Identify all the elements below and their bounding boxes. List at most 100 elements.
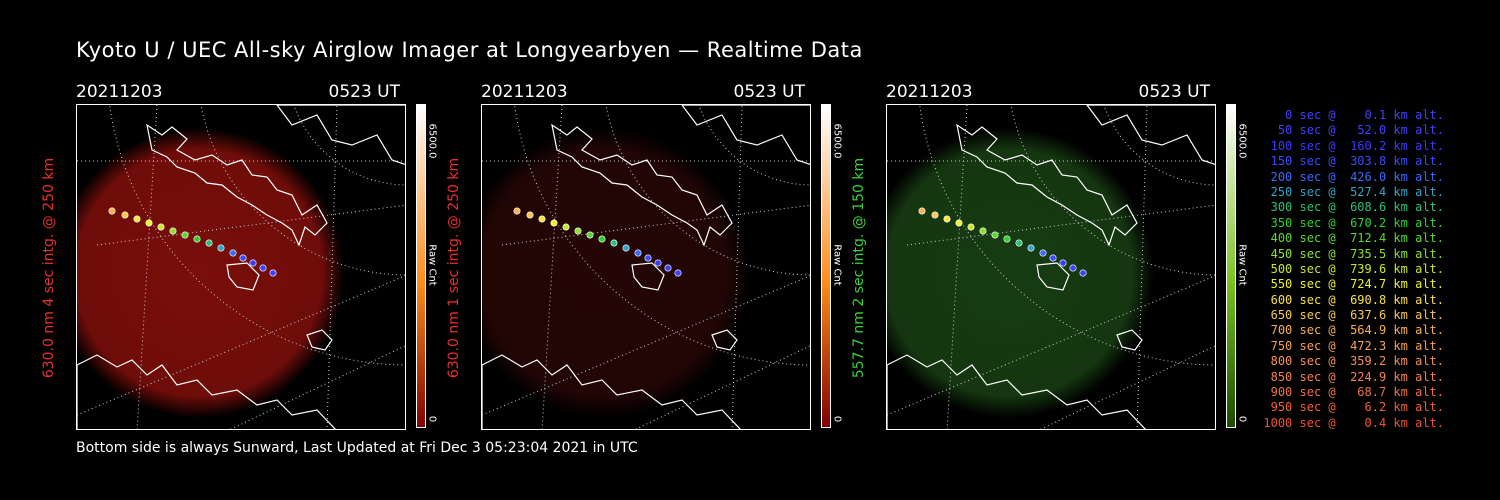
- coastlines: [887, 105, 1215, 429]
- trajectory-point: [121, 211, 129, 219]
- colorbar-max-label: 6500.0: [831, 123, 843, 159]
- legend-entry: 950 sec @ 6.2 km alt.: [1263, 400, 1444, 415]
- colorbar-unit: Raw Cnt: [426, 230, 438, 300]
- imager-panel-557-2s: 20211203 0523 UT 557.7 nm 2 sec intg. @ …: [851, 82, 1266, 432]
- trajectory-point: [229, 249, 237, 257]
- trajectory-point: [967, 223, 975, 231]
- trajectory-point: [634, 249, 642, 257]
- map-canvas: [77, 105, 405, 429]
- trajectory-point: [550, 219, 558, 227]
- colorbar: [821, 104, 831, 428]
- page-title: Kyoto U / UEC All-sky Airglow Imager at …: [76, 38, 863, 62]
- trajectory-point: [931, 211, 939, 219]
- allsky-map: [76, 104, 406, 430]
- trajectory-point: [108, 207, 116, 215]
- trajectory-point: [674, 269, 682, 277]
- colorbar-unit: Raw Cnt: [831, 230, 843, 300]
- lat-lon-grid: [77, 105, 405, 429]
- panel-date: 20211203: [886, 82, 973, 102]
- allsky-map: [481, 104, 811, 430]
- legend-entry: 150 sec @ 303.8 km alt.: [1263, 154, 1444, 169]
- lat-lon-grid: [887, 105, 1215, 429]
- panel-date: 20211203: [481, 82, 568, 102]
- panel-time: 0523 UT: [328, 82, 401, 102]
- legend-entry: 900 sec @ 68.7 km alt.: [1263, 385, 1444, 400]
- trajectory-point: [1059, 259, 1067, 267]
- panel-date: 20211203: [76, 82, 163, 102]
- colorbar-unit: Raw Cnt: [1236, 230, 1248, 300]
- legend-entry: 300 sec @ 608.6 km alt.: [1263, 200, 1444, 215]
- colorbar-max-label: 6500.0: [1236, 123, 1248, 159]
- satellite-trajectory: [513, 207, 682, 277]
- trajectory-point: [586, 231, 594, 239]
- trajectory-point: [145, 219, 153, 227]
- legend-entry: 1000 sec @ 0.4 km alt.: [1263, 415, 1444, 430]
- legend-entry: 50 sec @ 52.0 km alt.: [1263, 123, 1444, 138]
- trajectory-point: [157, 223, 165, 231]
- trajectory-point: [654, 259, 662, 267]
- colorbar-max: 6500.0: [426, 106, 438, 176]
- panel-side-label-text: 557.7 nm 2 sec intg. @ 150 km: [851, 157, 867, 379]
- trajectory-point: [991, 231, 999, 239]
- trajectory-point: [598, 235, 606, 243]
- legend-entry: 350 sec @ 670.2 km alt.: [1263, 215, 1444, 230]
- trajectory-point: [1049, 254, 1057, 262]
- colorbar-min-label: 0: [1236, 415, 1248, 423]
- trajectory-point: [943, 215, 951, 223]
- colorbar: [1226, 104, 1236, 428]
- legend-entry: 850 sec @ 224.9 km alt.: [1263, 369, 1444, 384]
- trajectory-point: [1069, 264, 1077, 272]
- legend-entry: 400 sec @ 712.4 km alt.: [1263, 231, 1444, 246]
- trajectory-point: [1003, 235, 1011, 243]
- coastlines: [77, 105, 405, 429]
- colorbar-min-label: 0: [831, 415, 843, 423]
- satellite-trajectory: [108, 207, 277, 277]
- trajectory-point: [644, 254, 652, 262]
- legend-entry: 250 sec @ 527.4 km alt.: [1263, 184, 1444, 199]
- legend-entry: 0 sec @ 0.1 km alt.: [1263, 108, 1444, 122]
- trajectory-point: [1015, 239, 1023, 247]
- trajectory-point: [918, 207, 926, 215]
- trajectory-point: [181, 231, 189, 239]
- legend-entry: 600 sec @ 690.8 km alt.: [1263, 292, 1444, 307]
- trajectory-point: [133, 215, 141, 223]
- trajectory-point: [622, 244, 630, 252]
- trajectory-point: [979, 227, 987, 235]
- trajectory-point: [205, 239, 213, 247]
- trajectory-point: [259, 264, 267, 272]
- colorbar-min-label: 0: [426, 415, 438, 423]
- legend-entry: 650 sec @ 637.6 km alt.: [1263, 308, 1444, 323]
- colorbar-max: 6500.0: [1236, 106, 1248, 176]
- trajectory-point: [1079, 269, 1087, 277]
- colorbar-unit-label: Raw Cnt: [831, 244, 843, 286]
- trajectory-point: [955, 219, 963, 227]
- trajectory-point: [193, 235, 201, 243]
- legend-entry: 800 sec @ 359.2 km alt.: [1263, 354, 1444, 369]
- trajectory-point: [249, 259, 257, 267]
- allsky-map: [886, 104, 1216, 430]
- colorbar-min: 0: [831, 412, 843, 426]
- legend-entry: 500 sec @ 739.6 km alt.: [1263, 261, 1444, 276]
- panel-side-label: 557.7 nm 2 sec intg. @ 150 km: [850, 108, 868, 428]
- trajectory-point: [610, 239, 618, 247]
- legend-entry: 100 sec @ 160.2 km alt.: [1263, 138, 1444, 153]
- trajectory-altitude-legend: 0 sec @ 0.1 km alt. 50 sec @ 52.0 km alt…: [1262, 108, 1444, 431]
- trajectory-point: [269, 269, 277, 277]
- trajectory-point: [1027, 244, 1035, 252]
- panel-side-label: 630.0 nm 1 sec intg. @ 250 km: [445, 108, 463, 428]
- panel-time: 0523 UT: [733, 82, 806, 102]
- trajectory-point: [239, 254, 247, 262]
- panel-time: 0523 UT: [1138, 82, 1211, 102]
- panel-side-label-text: 630.0 nm 1 sec intg. @ 250 km: [446, 157, 462, 379]
- coastlines: [482, 105, 810, 429]
- map-canvas: [887, 105, 1215, 429]
- footer-note: Bottom side is always Sunward, Last Upda…: [76, 440, 638, 456]
- airglow-disk: [77, 128, 344, 418]
- legend-entry: 200 sec @ 426.0 km alt.: [1263, 169, 1444, 184]
- colorbar: [416, 104, 426, 428]
- legend-entry: 750 sec @ 472.3 km alt.: [1263, 338, 1444, 353]
- airglow-disk: [482, 128, 749, 418]
- airglow-disk: [887, 128, 1154, 418]
- satellite-trajectory: [918, 207, 1087, 277]
